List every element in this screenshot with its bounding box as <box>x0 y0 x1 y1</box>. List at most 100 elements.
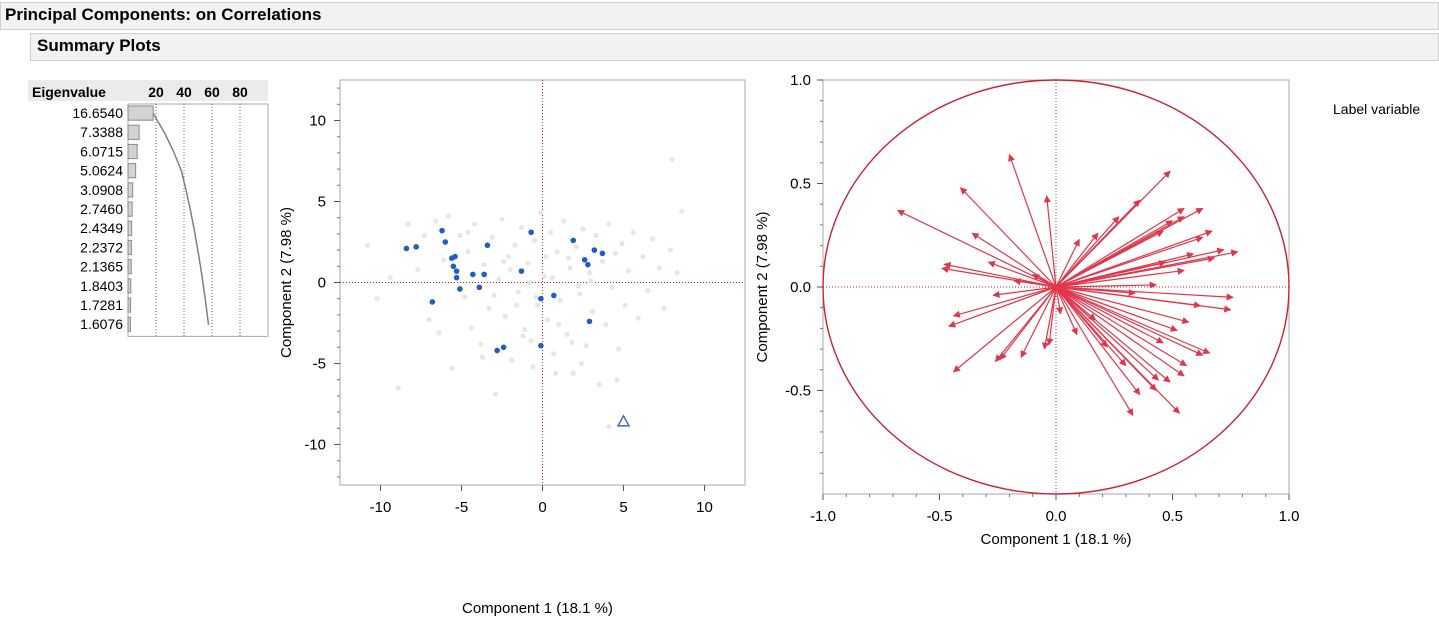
score-background-point <box>471 221 478 227</box>
score-highlighted-point <box>403 245 410 252</box>
score-x-tick-3: 5 <box>619 499 627 516</box>
eigenvalue-label-10: 1.7281 <box>80 297 123 313</box>
score-background-point <box>619 241 625 247</box>
loading-arrow <box>1055 238 1080 288</box>
loading-arrow <box>1055 220 1174 288</box>
score-background-point <box>667 247 674 253</box>
score-y-tick-2: 0 <box>318 275 326 292</box>
score-background-point <box>502 313 508 320</box>
loading-arrow <box>1055 235 1204 288</box>
score-background-point <box>449 365 455 371</box>
loading-arrow <box>1055 286 1078 336</box>
score-background-point <box>501 258 507 265</box>
loading-arrow <box>1055 286 1190 325</box>
score-highlighted-point <box>528 229 534 236</box>
score-background-point <box>551 351 557 357</box>
score-background-point <box>606 221 612 227</box>
score-background-point <box>395 385 401 391</box>
loading-arrow <box>952 286 1057 373</box>
score-highlighted-point <box>476 284 483 291</box>
loading-arrow <box>1055 286 1188 367</box>
loading-x-tick-0: -1.0 <box>810 508 836 525</box>
eigenvalue-label-11: 1.6076 <box>80 316 123 332</box>
score-background-point <box>543 253 549 260</box>
report-title[interactable]: Principal Components: on Correlations <box>0 2 1439 30</box>
score-highlighted-point <box>484 242 491 249</box>
score-background-point <box>625 268 631 274</box>
score-background-point <box>577 291 583 297</box>
score-background-point <box>564 331 570 337</box>
score-background-point <box>496 276 502 282</box>
score-background-point <box>548 229 554 235</box>
score-background-point <box>570 370 576 376</box>
eigenvalue-chart: Eigenvalue 20 40 60 80 16.6540 7.3388 6.0715 5.0… <box>28 80 269 337</box>
loading-arrow <box>1020 286 1057 359</box>
eigenvalue-bar-5 <box>127 201 133 217</box>
score-background-point <box>560 218 567 224</box>
score-background-point <box>462 294 468 300</box>
loading-arrow <box>1055 286 1134 416</box>
loading-arrow <box>948 286 1057 328</box>
score-background-point <box>479 354 486 360</box>
score-background-point <box>630 229 636 235</box>
score-background-point <box>596 381 602 388</box>
cumulative-percent-line <box>152 113 210 325</box>
score-background-point <box>538 210 544 216</box>
eigenvalue-label-4: 3.0908 <box>80 182 123 198</box>
score-background-point <box>512 242 518 248</box>
score-background-point <box>645 288 651 294</box>
loading-x-tick-1: -0.5 <box>927 508 953 525</box>
label-variable-text[interactable]: Label variable <box>1333 101 1421 117</box>
eigenvalue-label-8: 2.1365 <box>80 259 123 275</box>
loading-x-tick-4: 1.0 <box>1279 508 1300 525</box>
summary-plots-title[interactable]: Summary Plots <box>30 33 1439 61</box>
eigenvalue-bar-4 <box>127 182 134 198</box>
score-background-point <box>544 317 550 323</box>
score-highlighted-point <box>413 244 419 250</box>
score-background-point <box>515 289 521 295</box>
score-background-point <box>640 253 646 260</box>
score-background-point <box>606 424 612 430</box>
loading-arrow <box>992 286 1057 299</box>
score-background-point <box>518 224 525 231</box>
eigenvalue-label-1: 7.3388 <box>80 124 123 140</box>
score-background-point <box>593 232 599 239</box>
score-highlighted-point <box>439 227 445 234</box>
loading-y-tick-2: 0.0 <box>790 279 811 296</box>
score-background-point <box>374 296 380 302</box>
loading-arrow <box>943 261 1057 288</box>
loading-arrow <box>1055 267 1185 288</box>
loading-arrow <box>1043 195 1057 288</box>
score-highlighted-point <box>581 257 588 263</box>
eigenvalue-axis-tick-40: 40 <box>176 84 192 100</box>
score-background-point <box>669 156 675 162</box>
score-x-tick-1: -5 <box>455 499 468 516</box>
eigenvalue-bar-8 <box>127 259 132 275</box>
score-background-point <box>526 279 533 286</box>
loading-arrow <box>959 187 1057 288</box>
score-background-point <box>364 242 371 248</box>
score-background-point <box>661 305 667 312</box>
score-background-point <box>614 377 620 383</box>
loading-plot: -1.0 -0.5 0.0 0.5 1.0 1.0 0.5 0.0 -0.5 Component … <box>754 72 1300 548</box>
loading-arrow <box>1055 286 1178 332</box>
score-background-point <box>465 229 471 235</box>
eigenvalue-label-7: 2.2372 <box>80 239 123 255</box>
score-background-point <box>499 216 505 222</box>
score-background-point <box>557 297 563 303</box>
eigenvalue-bar-11 <box>127 316 131 332</box>
score-background-point <box>586 270 593 276</box>
score-highlighted-point <box>538 342 544 349</box>
score-background-point <box>569 339 575 346</box>
score-highlighted-point <box>450 263 457 270</box>
loading-arrow <box>1055 286 1202 309</box>
score-background-point <box>426 317 432 323</box>
loading-arrow <box>1055 170 1171 288</box>
eigenvalue-plot-frame <box>127 103 269 337</box>
score-plot: -10 -5 0 5 10 10 5 0 -5 -10 Component 2 (7.98 %) <box>278 79 746 516</box>
score-highlighted-point <box>538 295 544 302</box>
score-highlighted-point <box>457 286 463 292</box>
loading-arrow <box>987 261 1057 288</box>
score-highlighted-point <box>429 299 436 305</box>
score-background-point <box>478 341 484 347</box>
